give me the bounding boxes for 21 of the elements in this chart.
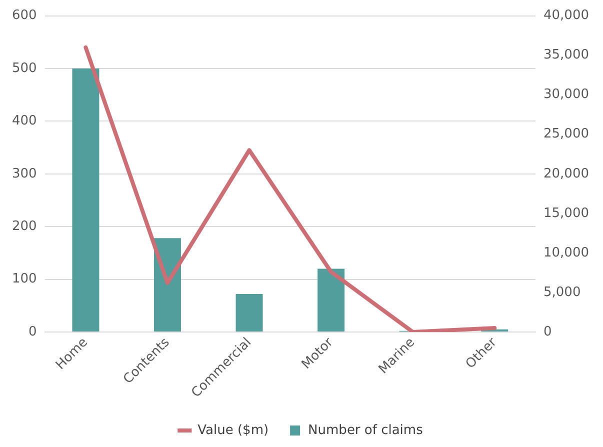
- y-tick-label: 100: [12, 272, 37, 287]
- y2-tick-label: 0: [544, 324, 552, 340]
- bar: [72, 68, 100, 332]
- y2-tick-label: 35,000: [544, 48, 590, 63]
- y-tick-label: 400: [12, 114, 37, 129]
- y-tick-label: 500: [12, 60, 37, 76]
- legend-label: Value ($m): [198, 422, 269, 438]
- y-tick-label: 0: [28, 324, 37, 340]
- y2-tick-label: 15,000: [544, 206, 590, 221]
- y2-tick-label: 20,000: [544, 166, 590, 182]
- y-tick-label: 600: [12, 8, 37, 24]
- y-tick-label: 200: [12, 218, 37, 234]
- y2-tick-label: 25,000: [544, 126, 590, 142]
- y2-tick-label: 5,000: [544, 284, 581, 300]
- y2-tick-label: 40,000: [544, 8, 590, 24]
- bar: [236, 294, 263, 332]
- y2-tick-label: 30,000: [544, 87, 590, 102]
- y-tick-label: 300: [12, 166, 37, 182]
- y2-tick-label: 10,000: [544, 245, 590, 260]
- legend-label: Number of claims: [308, 422, 424, 438]
- bar: [318, 268, 345, 332]
